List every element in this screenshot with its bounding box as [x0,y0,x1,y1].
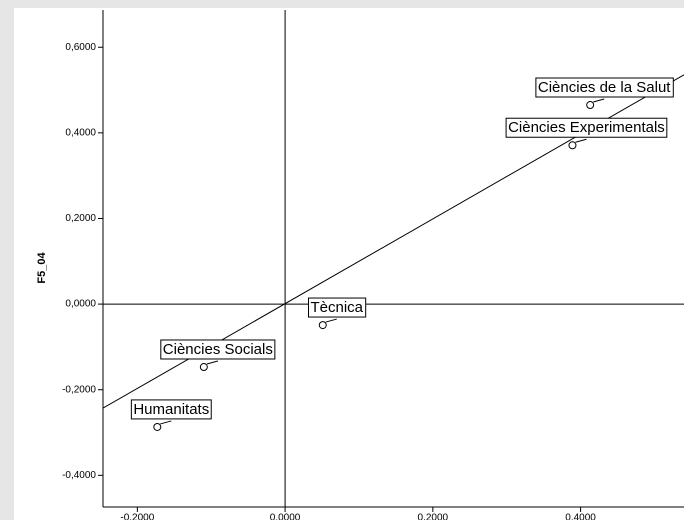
point-group: Ciències Experimentals [505,117,668,150]
x-tick-label: 0,4000 [565,513,596,520]
leader-line [575,138,587,143]
point-group: Ciències Socials [160,339,276,372]
leader-line [593,98,605,103]
y-tick-label: 0,2000 [65,213,96,224]
point-label: Ciències Experimentals [508,119,665,136]
leader-line [160,420,172,425]
y-tick-label: 0,6000 [65,42,96,53]
x-tick-label: 0,0000 [270,513,301,520]
point-label: Tècnica [311,299,364,316]
x-tick-label: -0,2000 [120,513,154,520]
y-tick-label: 0,4000 [65,127,96,138]
label-box [130,399,212,420]
point-label: Ciències de la Salut [538,79,671,96]
point [318,321,327,330]
plot-area: Ciències de la Salut Ciències Experimenta… [103,10,684,507]
y-tick-label: 0,0000 [65,299,96,310]
label-box [535,77,674,98]
point [586,101,595,110]
point-label: Humanitats [133,401,209,418]
leader-line [206,360,218,365]
point [568,141,577,150]
point-group: Tècnica [308,297,367,330]
label-box [160,339,276,360]
point [199,363,208,372]
y-axis-label: F5_04 [36,252,48,284]
y-tick-label: -0,4000 [62,470,96,481]
point [153,422,162,431]
label-box [505,117,668,138]
point-label: Ciències Socials [163,341,273,358]
leader-line [325,318,337,323]
label-box [308,297,367,318]
x-tick-label: 0,2000 [418,513,449,520]
point-group: Humanitats [130,399,212,431]
point-group: Ciències de la Salut [535,77,674,110]
y-tick-label: -0,2000 [62,384,96,395]
